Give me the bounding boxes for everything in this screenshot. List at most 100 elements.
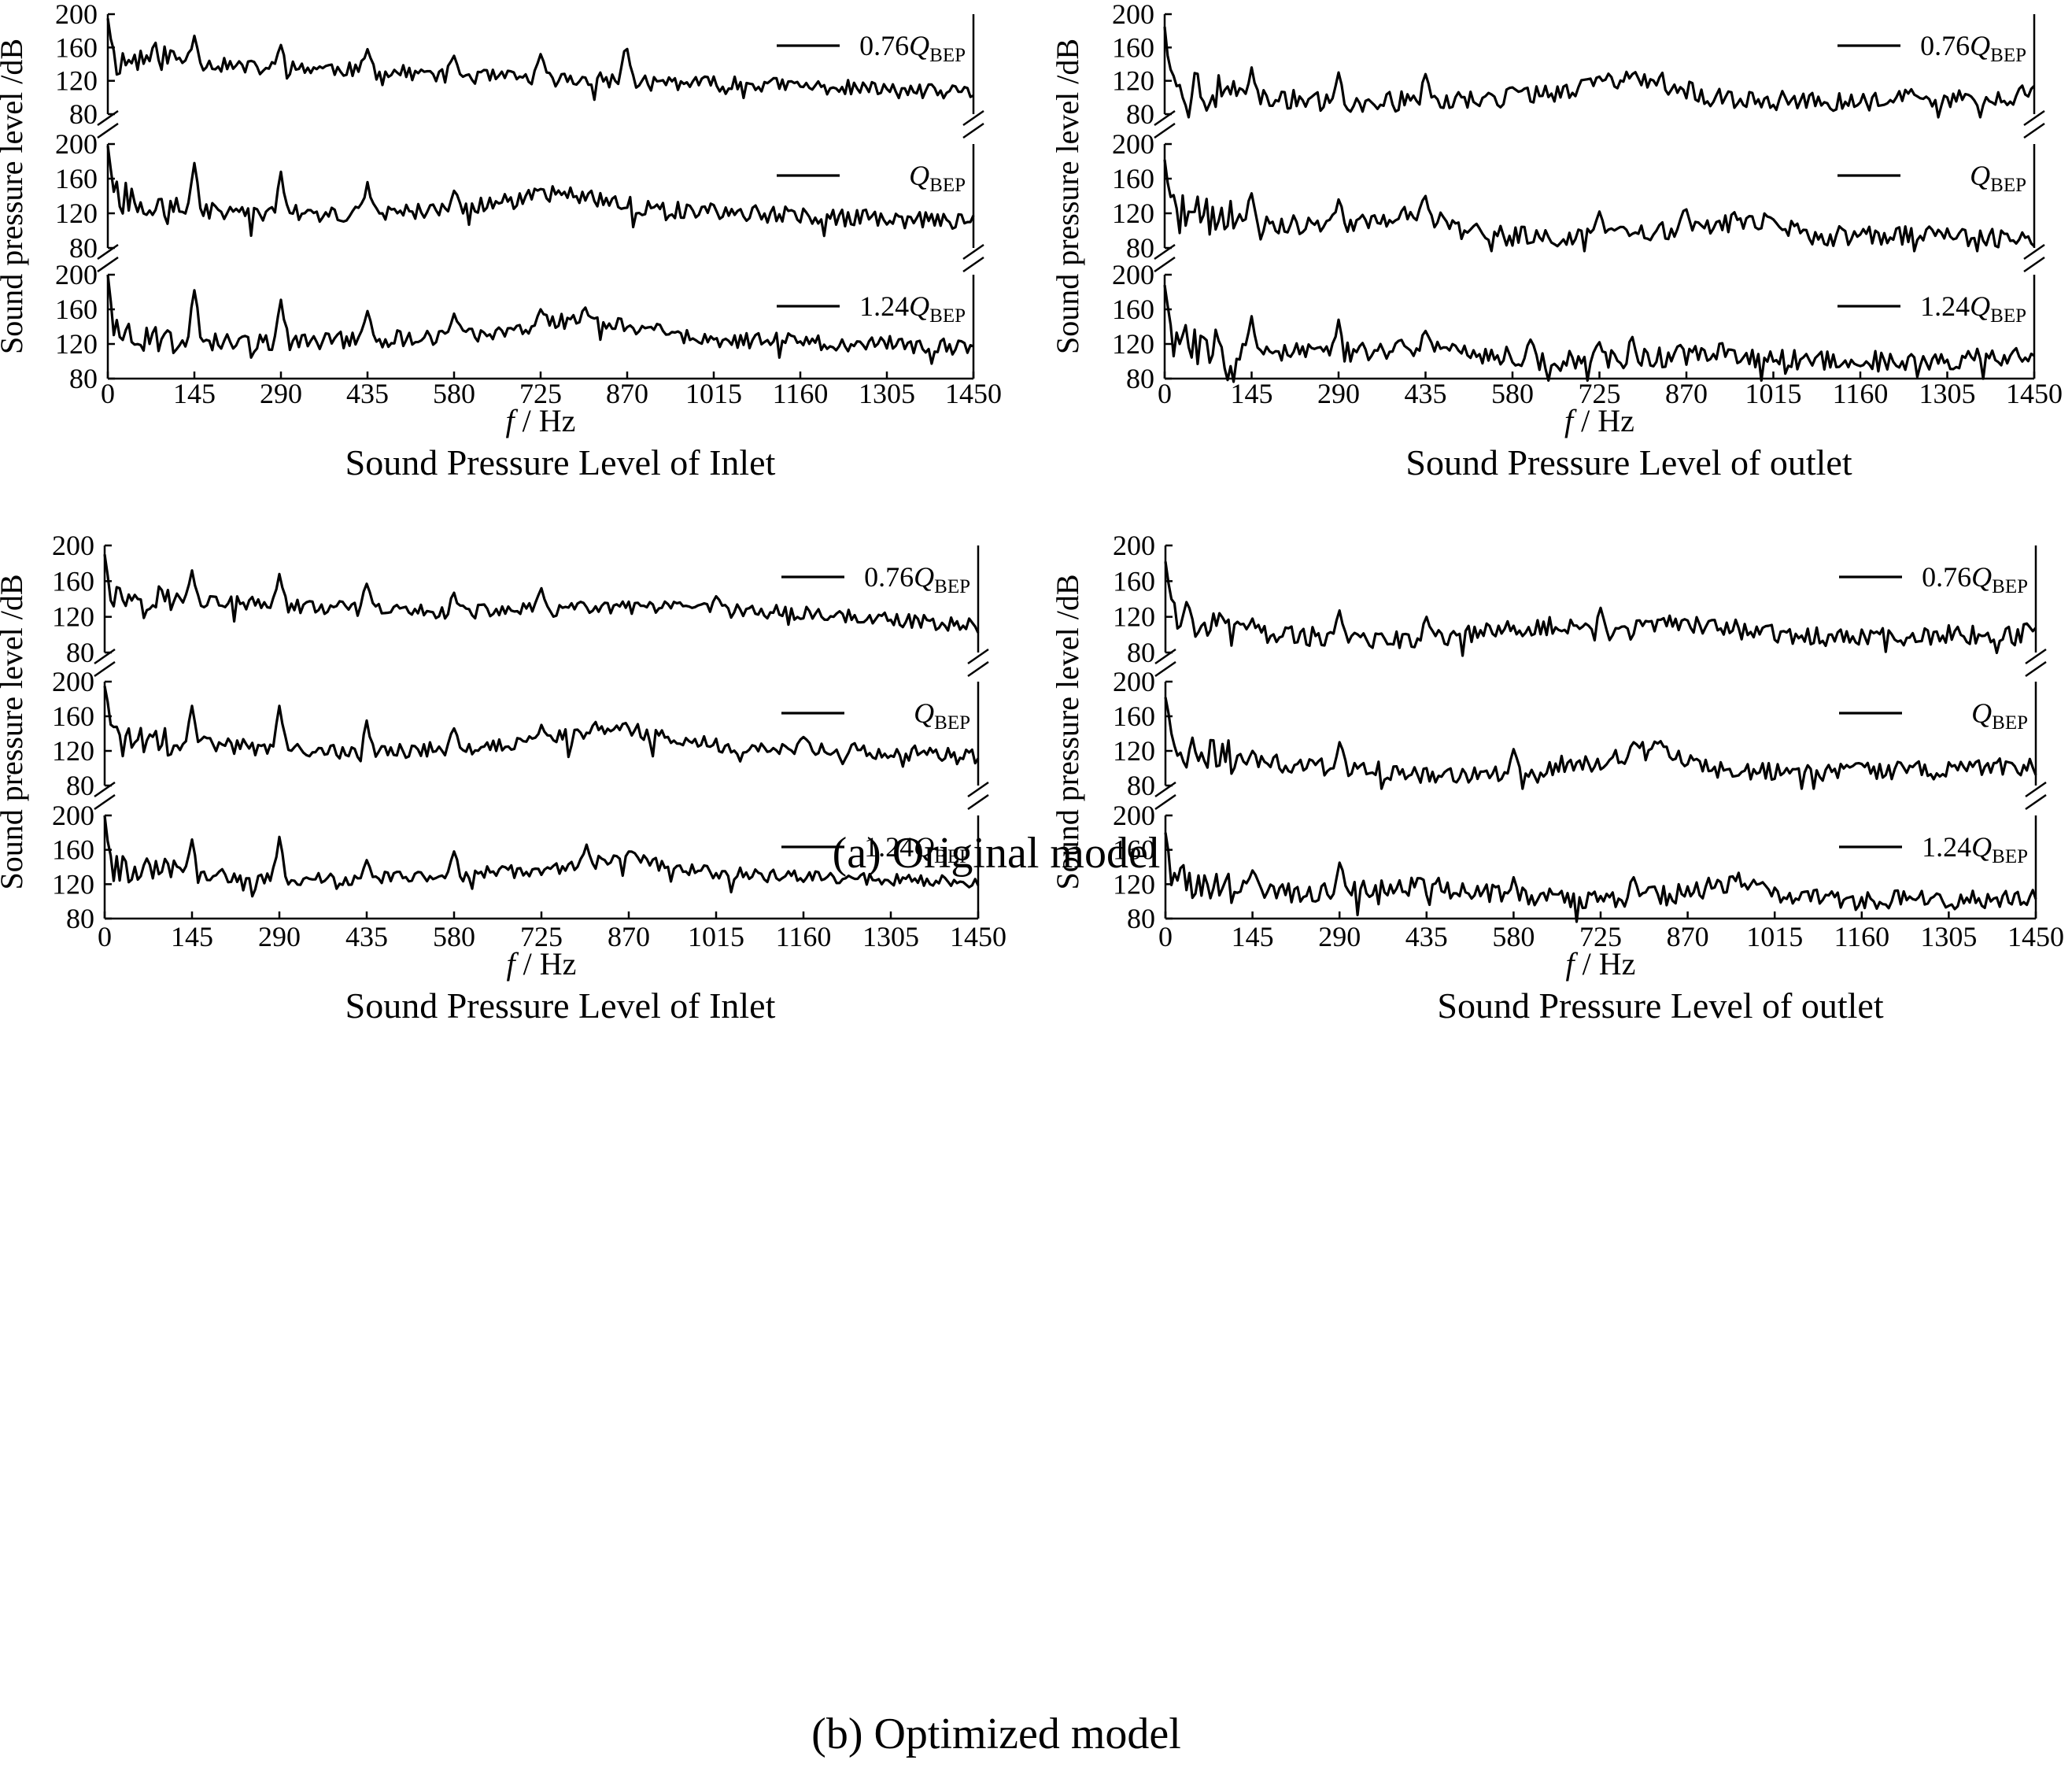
legend-label: QBEP [1970, 160, 2026, 196]
y-tick-label: 80 [69, 363, 98, 394]
legend-q: Q [914, 561, 934, 593]
legend-subscript: BEP [1990, 45, 2026, 66]
axis-break-mark [962, 109, 984, 127]
legend-label: QBEP [914, 697, 970, 734]
x-tick-label: 1450 [2007, 921, 2064, 952]
series-line [1163, 284, 2035, 383]
y-tick-label: 160 [1112, 163, 1154, 194]
x-tick-label: 145 [1231, 378, 1273, 409]
x-tick-label: 725 [520, 921, 563, 952]
legend-subscript: BEP [1992, 576, 2028, 597]
chart-subtitle: Sound Pressure Level of outlet [1437, 985, 1883, 1026]
legend-label: QBEP [1971, 697, 2028, 734]
y-tick-label: 160 [1112, 294, 1154, 325]
axis-break-mark [1154, 122, 1176, 139]
y-tick-label: 160 [52, 565, 94, 597]
y-tick-label: 160 [52, 701, 94, 732]
chart-optimized-outlet: 801201602000.76QBEP80120160200QBEP801201… [1050, 530, 2064, 1026]
y-tick-label: 120 [1113, 735, 1155, 767]
axis-break-mark [2025, 793, 2047, 811]
legend-subscript: BEP [934, 846, 970, 867]
x-tick-label: 870 [606, 378, 648, 409]
legend-q: Q [1971, 561, 1992, 593]
legend-q: Q [914, 697, 934, 729]
chart-original-inlet: 801201602000.76QBEP80120160200QBEP801201… [0, 0, 1002, 482]
x-tick-label: 1015 [685, 378, 742, 409]
legend-subscript: BEP [934, 712, 970, 734]
axis-break-mark [967, 793, 989, 811]
axis-break-mark [2025, 781, 2047, 798]
y-tick-label: 120 [55, 328, 98, 360]
legend-subscript: BEP [1992, 846, 2028, 867]
axis-break-mark [2023, 256, 2045, 273]
series-line [1163, 159, 2036, 253]
x-axis-label: f / Hz [1566, 946, 1636, 982]
legend-subscript: BEP [1992, 712, 2028, 734]
axis-break-mark [962, 243, 984, 261]
x-tick-label: 290 [258, 921, 301, 952]
x-tick-label: 290 [1318, 921, 1361, 952]
x-tick-label: 0 [101, 378, 115, 409]
y-tick-label: 200 [1113, 530, 1155, 561]
x-tick-label: 1305 [862, 921, 919, 952]
y-tick-label: 120 [1113, 868, 1155, 900]
legend-prefix: 1.24 [1922, 831, 1971, 863]
x-tick-label: 580 [433, 921, 475, 952]
x-tick-label: 870 [1665, 378, 1708, 409]
x-tick-label: 0 [1158, 378, 1172, 409]
legend-prefix: 1.24 [864, 831, 914, 863]
y-tick-label: 120 [52, 601, 94, 633]
y-tick-label: 160 [52, 834, 94, 866]
x-tick-label: 1450 [950, 921, 1006, 952]
x-tick-label: 1305 [1920, 921, 1977, 952]
axis-break-mark [1154, 256, 1176, 273]
legend-label: 1.24QBEP [859, 290, 966, 327]
y-tick-label: 200 [55, 0, 98, 30]
legend-subscript: BEP [1990, 175, 2026, 196]
x-tick-label: 435 [1405, 921, 1448, 952]
axis-break-mark [2023, 109, 2045, 127]
axis-break-mark [94, 793, 116, 811]
y-tick-label: 80 [1126, 232, 1154, 264]
y-tick-label: 200 [1112, 259, 1154, 290]
y-tick-label: 80 [66, 903, 94, 934]
y-tick-label: 200 [1112, 128, 1154, 160]
x-tick-label: 1305 [859, 378, 915, 409]
legend-prefix: 1.24 [1920, 290, 1970, 322]
axis-break-mark [2023, 122, 2045, 139]
axis-break-mark [1154, 660, 1176, 678]
legend-label: QBEP [909, 160, 966, 196]
axis-break-mark [1154, 793, 1176, 811]
x-axis-label: f / Hz [1564, 403, 1634, 438]
x-tick-label: 1450 [2006, 378, 2063, 409]
x-tick-label: 1305 [1919, 378, 1976, 409]
series-line [1164, 561, 2037, 657]
y-tick-label: 200 [1113, 800, 1155, 831]
y-tick-label: 120 [1113, 601, 1155, 633]
legend-q: Q [909, 30, 929, 61]
x-tick-label: 725 [519, 378, 562, 409]
y-axis-label: Sound pressure level /dB [1050, 574, 1085, 889]
legend-prefix: 0.76 [1922, 561, 1971, 593]
x-tick-label: 725 [1579, 921, 1622, 952]
chart-subtitle: Sound Pressure Level of Inlet [345, 985, 776, 1026]
legend-q: Q [1970, 30, 1990, 61]
y-tick-label: 160 [1112, 31, 1154, 63]
y-tick-label: 200 [55, 128, 98, 160]
y-tick-label: 120 [1112, 65, 1154, 97]
y-tick-label: 80 [1126, 98, 1154, 130]
x-tick-label: 1160 [1833, 378, 1889, 409]
y-tick-label: 160 [1113, 834, 1155, 866]
x-tick-label: 1015 [1746, 921, 1803, 952]
axis-break-mark [2023, 243, 2045, 261]
x-tick-label: 145 [173, 378, 216, 409]
x-axis-label: f / Hz [507, 946, 577, 982]
y-tick-label: 80 [69, 98, 98, 130]
y-tick-label: 120 [1112, 198, 1154, 229]
axis-break-mark [967, 781, 989, 798]
legend-q: Q [914, 831, 934, 863]
